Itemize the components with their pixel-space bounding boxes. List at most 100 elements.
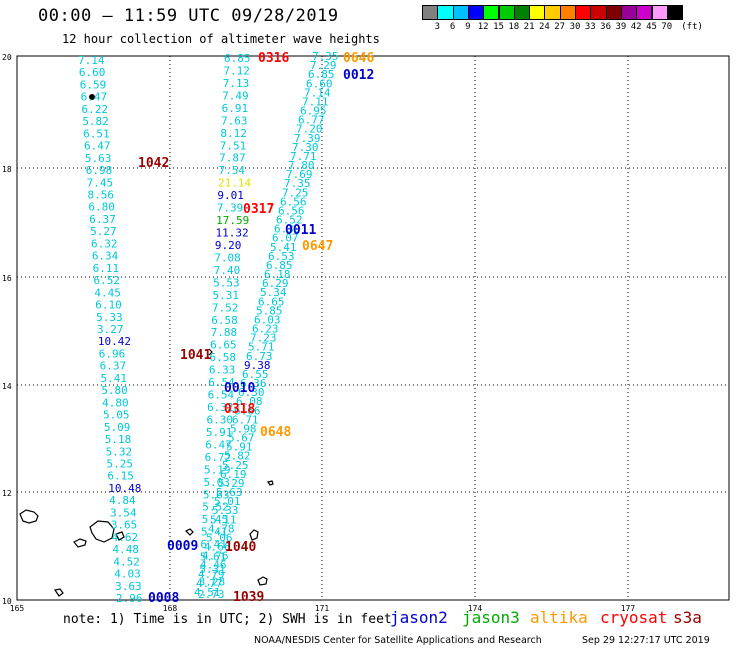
wave-height-value: 6.54: [208, 389, 235, 402]
wave-height-value: 6.80: [88, 201, 115, 214]
wave-height-value: 6.96: [99, 347, 126, 360]
colorbar-tick-label: 27: [554, 22, 566, 32]
colorbar-tick-label: 42: [630, 22, 642, 32]
wave-height-value: 6.30: [238, 386, 265, 399]
pass-time-label: 0011: [285, 223, 316, 238]
wave-height-value: 7.40: [214, 264, 241, 277]
colorbar-tick-label: 6: [449, 22, 456, 32]
wave-height-value: 7.23: [250, 332, 277, 345]
wave-height-value: 6.85: [308, 68, 335, 81]
colorbar-tick-label: 9: [465, 22, 471, 32]
wave-height-value: 5.01: [214, 495, 241, 508]
wave-height-value: 7.20: [296, 123, 323, 136]
wave-height-value: 5.71: [248, 341, 275, 354]
island-outlines: [19, 94, 274, 597]
colorbar-tick-label: 24: [538, 22, 550, 32]
wave-height-value: 6.30: [206, 413, 233, 426]
wave-height-value: 7.35: [312, 50, 339, 63]
wave-height-value: 6.71: [232, 413, 259, 426]
wave-height-value: 7.12: [223, 64, 250, 77]
wave-height-value: 6.55: [242, 368, 269, 381]
colorbar-tick-label: 18: [508, 22, 520, 32]
colorbar-unit: (ft): [681, 22, 703, 32]
wave-height-value: 6.59: [80, 78, 107, 91]
wave-height-value: 5.33: [96, 311, 123, 324]
pass-time-label: 0317: [243, 202, 274, 217]
pass-time-label: 1040: [225, 540, 256, 555]
wave-height-value: 4.45: [94, 286, 121, 299]
wave-height-value: 6.73: [246, 350, 273, 363]
wave-height-value: 6.51: [83, 127, 110, 140]
wave-height-value: 8.56: [88, 189, 115, 202]
wave-height-value: 10.48: [108, 482, 141, 495]
wave-height-value: 6.58: [209, 351, 236, 364]
wave-height-value: 6.11: [93, 262, 120, 275]
wave-height-value: 7.14: [78, 54, 105, 67]
wave-height-value: 5.82: [224, 450, 251, 463]
wave-height-value: 5.05: [103, 409, 130, 422]
island-outline: [267, 480, 274, 486]
island-outline: [249, 529, 259, 541]
wave-height-value: 6.15: [107, 470, 134, 483]
latitude-tick-label: 12: [2, 489, 12, 498]
wave-height-value: 7.80: [288, 159, 315, 172]
wave-height-value: 5.19: [204, 463, 231, 476]
wave-height-value: 5.98: [230, 422, 257, 435]
longitude-tick-label: 168: [163, 604, 178, 613]
footnote: note: 1) Time is in UTC; 2) SWH is in fe…: [63, 612, 392, 627]
colorbar-tick-label: 30: [569, 22, 581, 32]
wave-height-value: 2.96: [116, 592, 143, 605]
wave-height-value: 5.91: [226, 441, 253, 454]
wave-height-value: 6.18: [264, 268, 291, 281]
pass-time-label: 0647: [302, 239, 333, 254]
wave-height-value: 5.11: [210, 513, 237, 526]
wave-height-value: 6.39: [274, 223, 301, 236]
wave-height-value: 5.41: [201, 526, 228, 539]
wave-height-value: 6.58: [211, 314, 238, 327]
island-marker: [89, 94, 95, 100]
wave-height-value: 5.85: [256, 304, 283, 317]
wave-height-value: 6.72: [205, 451, 232, 464]
wave-height-value: 5.63: [203, 488, 230, 501]
wave-height-value: 3.65: [111, 519, 137, 532]
wave-height-value: 6.10: [95, 299, 122, 312]
wave-height-value: 7.39: [294, 132, 321, 145]
wave-height-value: 6.29: [262, 277, 289, 290]
wave-height-value: 6.36: [240, 377, 267, 390]
latitude-tick-label: 10: [2, 597, 12, 606]
wave-height-value: 5.32: [106, 445, 132, 458]
island-outline: [73, 538, 87, 548]
wave-height-value: 5.67: [228, 432, 255, 445]
wave-height-value: 4.66: [204, 541, 231, 554]
wave-height-value: 6.65: [258, 295, 285, 308]
colorbar-swatch: [666, 5, 684, 20]
wave-height-value: 6.77: [298, 114, 325, 127]
wave-height-value: 5.25: [107, 458, 134, 471]
wave-height-value: 6.47: [84, 140, 111, 153]
wave-height-value: 7.30: [292, 141, 319, 154]
wave-height-value: 6.53: [268, 250, 295, 263]
map-border: [16, 55, 730, 601]
wave-height-value: 5.91: [206, 426, 233, 439]
wave-height-value: 4.51: [194, 586, 221, 599]
wave-height-value: 6.56: [278, 204, 305, 217]
latitude-tick-label: 20: [2, 53, 12, 62]
wave-height-value: 6.85: [224, 52, 251, 65]
wave-height-value: 6.47: [81, 91, 108, 104]
pass-time-label: 0318: [224, 402, 255, 417]
map-frame: [16, 55, 730, 601]
wave-height-value: 5.27: [90, 225, 117, 238]
wave-height-value: 6.52: [94, 274, 121, 287]
wave-height-value: 6.56: [280, 195, 307, 208]
pass-time-label: 0646: [343, 51, 374, 66]
wave-height-value: 7.08: [214, 251, 241, 264]
wave-height-value: 4.80: [102, 396, 129, 409]
colorbar-tick-label: 12: [477, 22, 489, 32]
wave-height-value: 6.91: [222, 102, 249, 115]
wave-height-value: 5.33: [212, 504, 239, 517]
colorbar-tick-label: 21: [523, 22, 535, 32]
pass-time-label: 0648: [260, 425, 291, 440]
wave-height-value: 7.52: [212, 301, 239, 314]
longitude-tick-label: 165: [10, 604, 25, 613]
